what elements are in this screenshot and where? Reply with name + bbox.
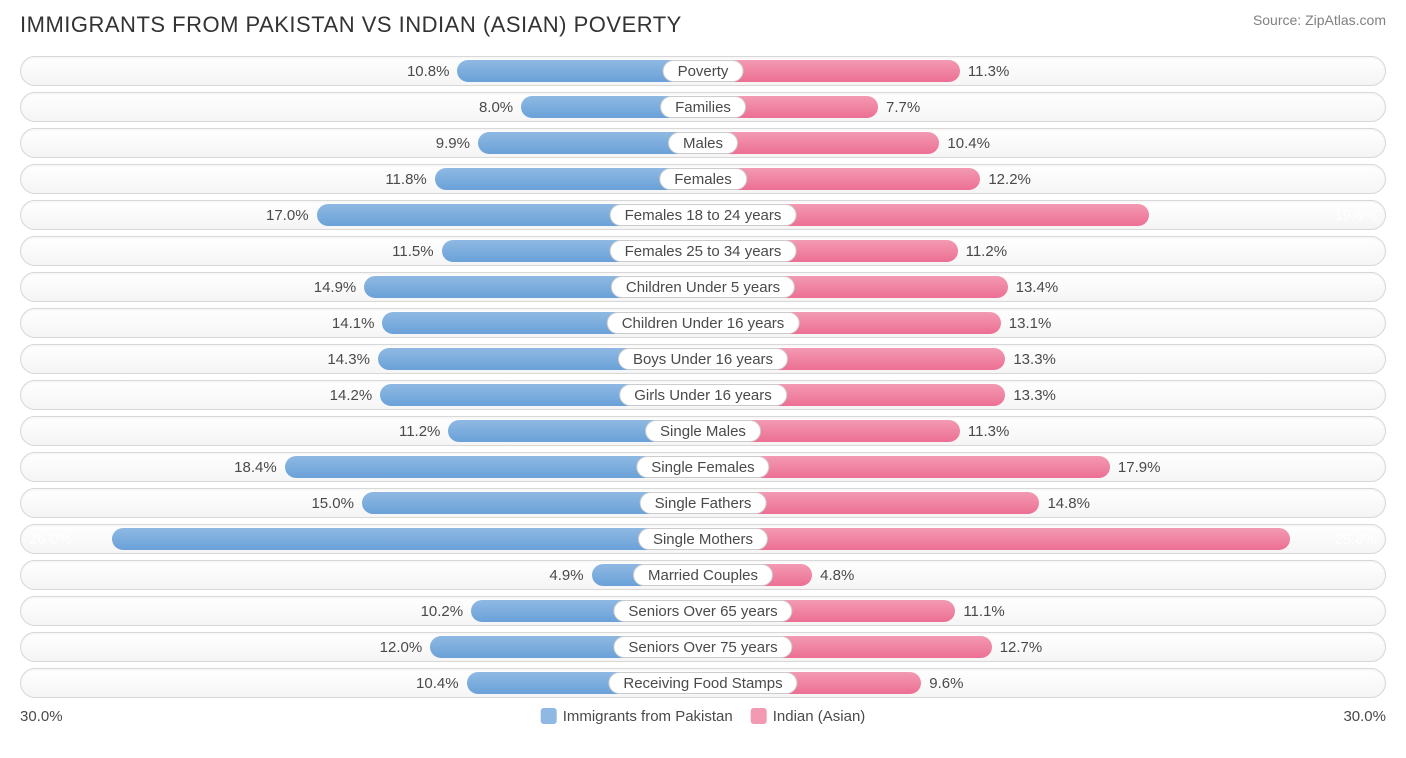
bar-row: 18.4% 17.9% Single Females bbox=[20, 452, 1386, 482]
value-label-right: 11.3% bbox=[960, 57, 1009, 85]
bar-row: 14.1% 13.1% Children Under 16 years bbox=[20, 308, 1386, 338]
legend-item-right: Indian (Asian) bbox=[751, 708, 866, 725]
category-label: Seniors Over 65 years bbox=[613, 600, 792, 622]
chart-source: Source: ZipAtlas.com bbox=[1253, 12, 1386, 28]
bar-row: 11.5% 11.2% Females 25 to 34 years bbox=[20, 236, 1386, 266]
value-label-right: 4.8% bbox=[812, 561, 854, 589]
value-label-right: 14.8% bbox=[1039, 489, 1090, 517]
category-label: Boys Under 16 years bbox=[618, 348, 788, 370]
value-label-left: 4.9% bbox=[549, 561, 591, 589]
axis-max-left: 30.0% bbox=[20, 708, 63, 725]
swatch-icon bbox=[751, 708, 767, 724]
value-label-left: 9.9% bbox=[436, 129, 478, 157]
value-label-left: 12.0% bbox=[380, 633, 431, 661]
bar-row: 15.0% 14.8% Single Fathers bbox=[20, 488, 1386, 518]
value-label-right: 13.3% bbox=[1005, 381, 1056, 409]
chart-area: 10.8% 11.3% Poverty 8.0% 7.7% Families 9.9% 10.… bbox=[20, 56, 1386, 698]
value-label-right: 11.2% bbox=[958, 237, 1007, 265]
category-label: Females bbox=[659, 168, 747, 190]
category-label: Children Under 5 years bbox=[611, 276, 795, 298]
axis-max-right: 30.0% bbox=[1343, 708, 1386, 725]
value-label-right: 11.3% bbox=[960, 417, 1009, 445]
bar-row: 12.0% 12.7% Seniors Over 75 years bbox=[20, 632, 1386, 662]
value-label-left: 10.8% bbox=[407, 57, 458, 85]
value-label-right: 12.2% bbox=[980, 165, 1031, 193]
category-label: Girls Under 16 years bbox=[619, 384, 787, 406]
bar-row: 14.2% 13.3% Girls Under 16 years bbox=[20, 380, 1386, 410]
category-label: Children Under 16 years bbox=[607, 312, 800, 334]
value-label-right: 9.6% bbox=[921, 669, 963, 697]
value-label-left: 10.2% bbox=[421, 597, 472, 625]
value-label-left: 11.5% bbox=[392, 237, 441, 265]
value-label-right: 10.4% bbox=[939, 129, 990, 157]
value-label-right: 13.4% bbox=[1008, 273, 1059, 301]
category-label: Single Mothers bbox=[638, 528, 768, 550]
value-label-right: 13.1% bbox=[1001, 309, 1052, 337]
bar-row: 17.0% 19.6% Females 18 to 24 years bbox=[20, 200, 1386, 230]
bar-row: 14.3% 13.3% Boys Under 16 years bbox=[20, 344, 1386, 374]
bar-row: 10.4% 9.6% Receiving Food Stamps bbox=[20, 668, 1386, 698]
value-label-left: 11.8% bbox=[385, 165, 434, 193]
value-label-right: 12.7% bbox=[992, 633, 1043, 661]
value-label-left: 8.0% bbox=[479, 93, 521, 121]
chart-header: IMMIGRANTS FROM PAKISTAN VS INDIAN (ASIA… bbox=[20, 12, 1386, 38]
value-label-left: 15.0% bbox=[311, 489, 362, 517]
category-label: Poverty bbox=[663, 60, 744, 82]
value-label-left: 14.9% bbox=[314, 273, 365, 301]
value-label-left: 17.0% bbox=[266, 201, 317, 229]
bar-row: 4.9% 4.8% Married Couples bbox=[20, 560, 1386, 590]
legend-label-left: Immigrants from Pakistan bbox=[563, 708, 733, 725]
category-label: Males bbox=[668, 132, 738, 154]
bar-row: 9.9% 10.4% Males bbox=[20, 128, 1386, 158]
bar-row: 11.8% 12.2% Females bbox=[20, 164, 1386, 194]
value-label-left: 10.4% bbox=[416, 669, 467, 697]
value-label-right: 25.8% bbox=[798, 525, 1377, 553]
category-label: Single Fathers bbox=[640, 492, 767, 514]
chart-footer: 30.0% Immigrants from Pakistan Indian (A… bbox=[20, 704, 1386, 728]
category-label: Females 25 to 34 years bbox=[610, 240, 797, 262]
value-label-left: 14.2% bbox=[330, 381, 381, 409]
swatch-icon bbox=[541, 708, 557, 724]
bar-row: 10.8% 11.3% Poverty bbox=[20, 56, 1386, 86]
category-label: Families bbox=[660, 96, 746, 118]
value-label-left: 14.3% bbox=[327, 345, 378, 373]
legend-label-right: Indian (Asian) bbox=[773, 708, 866, 725]
bar-row: 10.2% 11.1% Seniors Over 65 years bbox=[20, 596, 1386, 626]
category-label: Single Males bbox=[645, 420, 761, 442]
value-label-right: 7.7% bbox=[878, 93, 920, 121]
value-label-right: 17.9% bbox=[1110, 453, 1161, 481]
value-label-right: 13.3% bbox=[1005, 345, 1056, 373]
bar-row: 11.2% 11.3% Single Males bbox=[20, 416, 1386, 446]
bar-right bbox=[703, 132, 939, 154]
legend: Immigrants from Pakistan Indian (Asian) bbox=[541, 708, 866, 725]
category-label: Receiving Food Stamps bbox=[608, 672, 797, 694]
value-label-left: 14.1% bbox=[332, 309, 383, 337]
legend-item-left: Immigrants from Pakistan bbox=[541, 708, 733, 725]
chart-title: IMMIGRANTS FROM PAKISTAN VS INDIAN (ASIA… bbox=[20, 12, 682, 38]
bar-row: 26.0% 25.8% Single Mothers bbox=[20, 524, 1386, 554]
category-label: Seniors Over 75 years bbox=[613, 636, 792, 658]
category-label: Married Couples bbox=[633, 564, 773, 586]
value-label-right: 19.6% bbox=[939, 201, 1377, 229]
value-label-left: 11.2% bbox=[399, 417, 448, 445]
category-label: Females 18 to 24 years bbox=[610, 204, 797, 226]
bar-row: 8.0% 7.7% Families bbox=[20, 92, 1386, 122]
value-label-left: 26.0% bbox=[29, 525, 612, 553]
bar-row: 14.9% 13.4% Children Under 5 years bbox=[20, 272, 1386, 302]
value-label-left: 18.4% bbox=[234, 453, 285, 481]
value-label-right: 11.1% bbox=[955, 597, 1004, 625]
category-label: Single Females bbox=[636, 456, 769, 478]
